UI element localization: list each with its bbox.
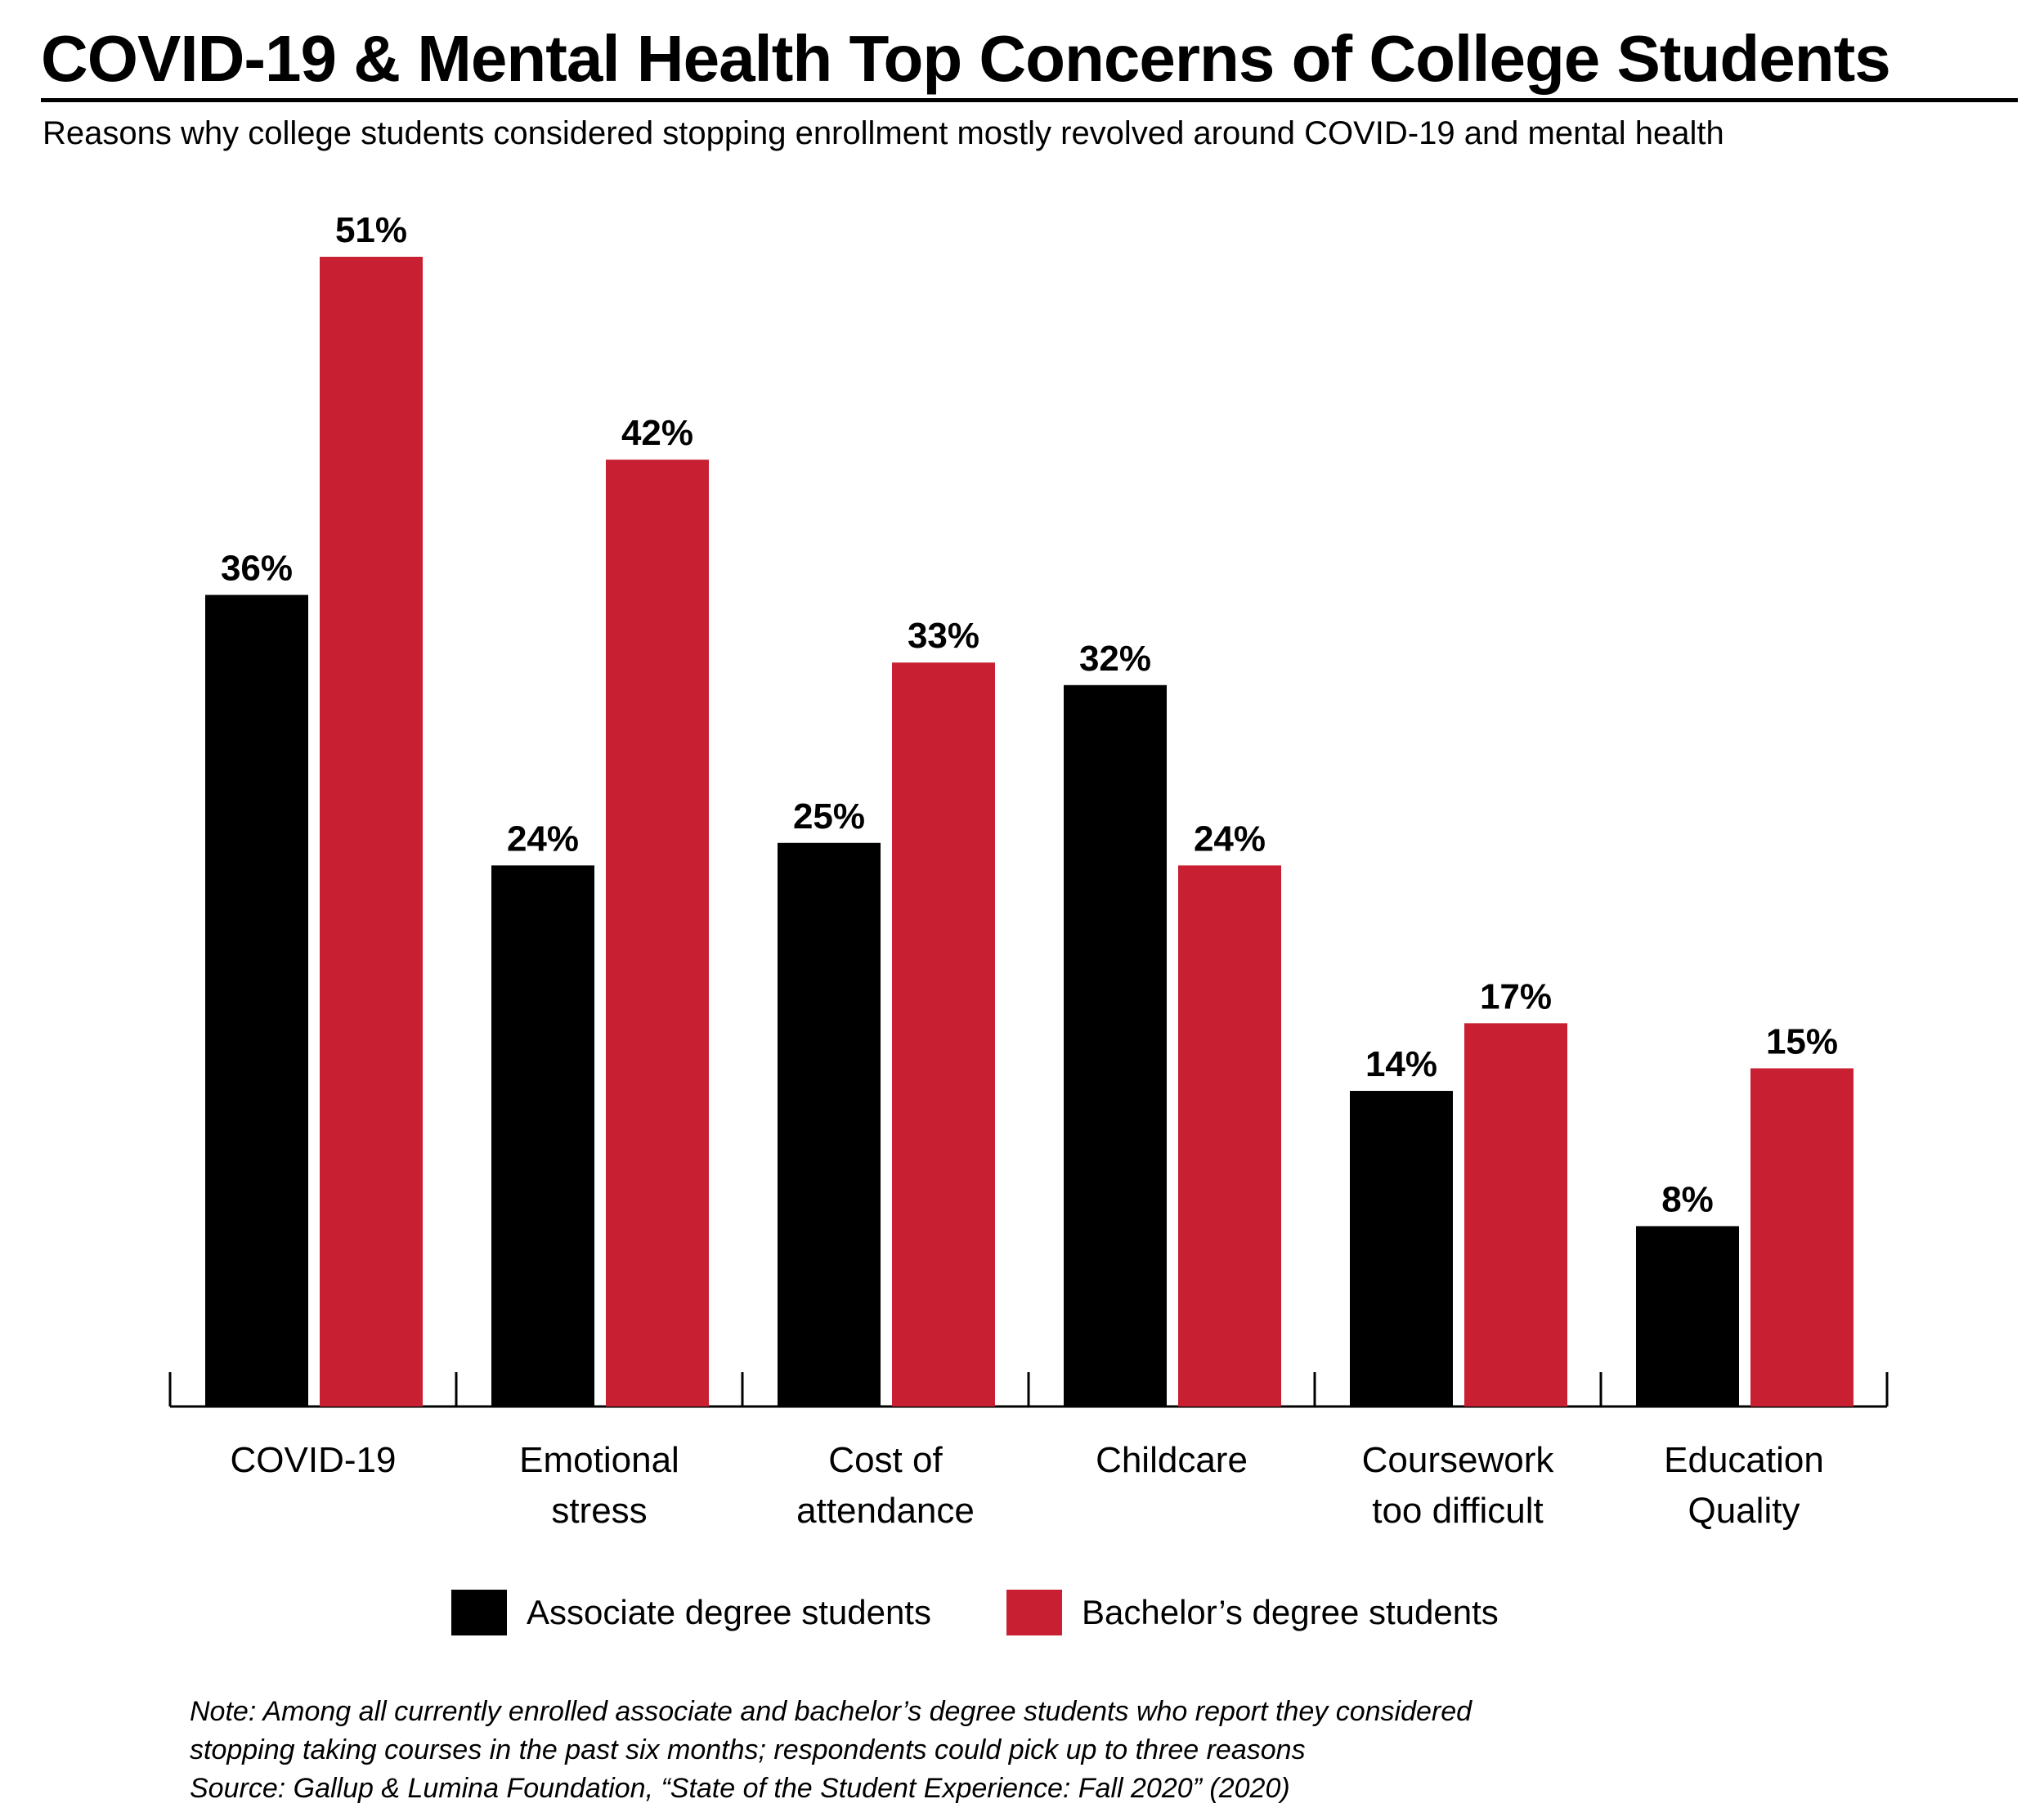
- x-tick-label: attendance: [796, 1491, 975, 1531]
- data-label-associate: 24%: [507, 819, 579, 859]
- footnote: Note: Among all currently enrolled assoc…: [190, 1693, 1988, 1808]
- legend-item-bachelor: Bachelor’s degree students: [1006, 1590, 1499, 1635]
- legend-swatch-bachelor: [1006, 1590, 1062, 1635]
- legend-label-associate: Associate degree students: [527, 1593, 931, 1631]
- bar-bachelor: [1750, 1068, 1853, 1406]
- data-label-associate: 14%: [1365, 1044, 1437, 1084]
- data-label-bachelor: 15%: [1766, 1021, 1838, 1061]
- title-divider: [41, 98, 2018, 102]
- chart-legend: Associate degree students Bachelor’s deg…: [451, 1590, 1574, 1635]
- x-tick-label: Childcare: [1096, 1440, 1248, 1480]
- legend-item-associate: Associate degree students: [451, 1590, 931, 1635]
- bar-associate: [1350, 1091, 1453, 1406]
- bar-associate: [1636, 1226, 1739, 1406]
- bar-bachelor: [1464, 1023, 1567, 1406]
- data-label-associate: 32%: [1079, 639, 1151, 679]
- data-label-bachelor: 33%: [908, 616, 979, 656]
- note-line-1: Note: Among all currently enrolled assoc…: [190, 1696, 1472, 1727]
- data-label-associate: 36%: [221, 549, 293, 589]
- source-line: Source: Gallup & Lumina Foundation, “Sta…: [190, 1773, 1290, 1804]
- bar-associate: [205, 594, 308, 1406]
- x-tick-label: Emotional: [519, 1440, 679, 1480]
- x-tick-label: stress: [551, 1491, 647, 1531]
- data-label-associate: 8%: [1661, 1179, 1714, 1219]
- x-tick-label: Cost of: [828, 1440, 943, 1480]
- bar-bachelor: [892, 662, 995, 1406]
- chart-subtitle: Reasons why college students considered …: [43, 115, 1724, 151]
- x-tick-label: Coursework: [1362, 1440, 1555, 1480]
- bar-bachelor: [606, 460, 709, 1406]
- chart-title: COVID-19 & Mental Health Top Concerns of…: [41, 22, 1891, 95]
- bar-bachelor: [1178, 865, 1281, 1406]
- data-label-associate: 25%: [793, 796, 865, 837]
- bar-chart: 36% 51% COVID-19 24% 42% Emotional stress 25% 33…: [168, 210, 1889, 1531]
- data-label-bachelor: 24%: [1194, 819, 1266, 859]
- x-tick-label: COVID-19: [231, 1440, 397, 1480]
- bar-associate: [491, 865, 594, 1406]
- x-tick-label: too difficult: [1372, 1491, 1544, 1531]
- x-tick-label: Education: [1664, 1440, 1824, 1480]
- bar-associate: [1064, 684, 1167, 1406]
- note-line-2: stopping taking courses in the past six …: [190, 1734, 1306, 1765]
- x-tick-label: Quality: [1688, 1491, 1800, 1531]
- legend-swatch-associate: [451, 1590, 507, 1635]
- bar-bachelor: [320, 257, 423, 1406]
- data-label-bachelor: 51%: [335, 210, 407, 250]
- legend-label-bachelor: Bachelor’s degree students: [1081, 1593, 1499, 1631]
- data-label-bachelor: 17%: [1480, 976, 1552, 1016]
- bar-associate: [778, 842, 881, 1406]
- data-label-bachelor: 42%: [621, 413, 693, 453]
